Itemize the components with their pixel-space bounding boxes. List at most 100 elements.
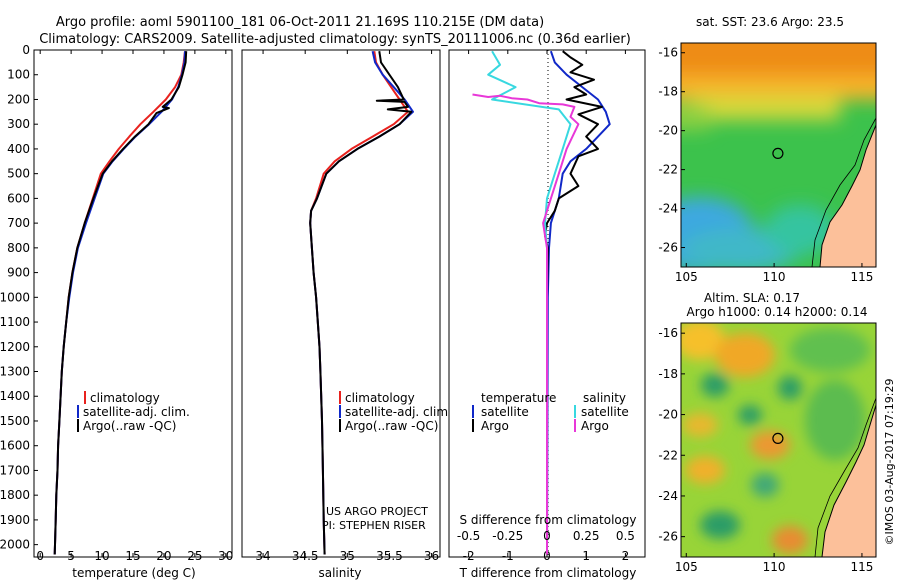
depth-tick-label: 1700 <box>0 463 30 477</box>
sla-map-field <box>681 323 876 557</box>
australia-coast <box>821 404 876 557</box>
x-tick-label: 2 <box>622 549 630 563</box>
depth-tick-label: 700 <box>7 216 30 230</box>
s-tick-label: -0.5 <box>457 529 480 543</box>
sst-map-title: sat. SST: 23.6 Argo: 23.5 <box>696 15 844 29</box>
lat-tick-label: -22 <box>658 163 678 177</box>
series-line-argo <box>309 51 413 555</box>
x-tick-label: 1 <box>582 549 590 563</box>
lon-tick-label: 115 <box>850 560 873 574</box>
lon-tick-label: 110 <box>763 270 786 284</box>
lat-tick-label: -24 <box>658 489 678 503</box>
lon-tick-label: 105 <box>675 270 698 284</box>
s-difference-label: S difference from climatology <box>460 513 637 527</box>
s-tick-label: 0.25 <box>573 529 600 543</box>
depth-tick-label: 900 <box>7 266 30 280</box>
x-tick-label: 35.5 <box>376 549 403 563</box>
s-tick-label: -0.25 <box>492 529 523 543</box>
depth-tick-label: 2000 <box>0 538 30 552</box>
depth-axis: 0 100 200 300 400 500 600 700 800 900 1000 1100 1200… <box>0 43 453 552</box>
sla-map-frame <box>680 322 877 558</box>
temperature-xlabel: temperature (deg C) <box>72 566 195 580</box>
depth-tick-label: 1800 <box>0 488 30 502</box>
lon-tick-label: 105 <box>675 560 698 574</box>
depth-tick-label: 1400 <box>0 389 30 403</box>
x-tick-label: -1 <box>502 549 514 563</box>
legend-salinity-header: salinity <box>583 391 626 405</box>
lon-tick-label: 110 <box>763 560 786 574</box>
lat-tick-label: -26 <box>658 241 678 255</box>
depth-tick-label: 500 <box>7 167 30 181</box>
legend-satellite-label: satellite-adj. clim. <box>345 405 452 419</box>
lat-tick-label: -20 <box>658 408 678 422</box>
sla-map-subtitle: Argo h1000: 0.14 h2000: 0.14 <box>687 305 868 319</box>
series-line-argo <box>53 51 188 555</box>
salinity-frame <box>241 49 441 558</box>
salinity-xlabel: salinity <box>318 566 361 580</box>
salinity-plot: 34 34.5 35 35.5 36 <box>255 50 439 563</box>
depth-tick-label: 800 <box>7 241 30 255</box>
temperature-panel: 0 100 200 300 400 500 600 700 800 900 1000 1100 1200… <box>0 43 453 580</box>
depth-tick-label: 400 <box>7 142 30 156</box>
x-tick-label: 30 <box>218 549 233 563</box>
difference-plot: -2 -1 0 1 2 <box>463 50 630 563</box>
float-position-marker <box>772 147 784 159</box>
x-tick-label: -2 <box>463 549 475 563</box>
depth-tick-label: 200 <box>7 92 30 106</box>
x-tick-label: 5 <box>67 549 75 563</box>
depth-tick-label: 300 <box>7 117 30 131</box>
lat-tick-label: -16 <box>658 326 678 340</box>
sla-map-axes: 105 110 115 -16 -18 -20 -22 -24 -26 <box>658 326 873 574</box>
header-title: Argo profile: aoml 5901100_181 06-Oct-20… <box>56 15 544 30</box>
s-tick-label: 0.5 <box>616 529 635 543</box>
depth-tick-label: 1100 <box>0 315 30 329</box>
legend-argo-label: Argo(..raw -QC) <box>345 419 438 433</box>
legend-argo-label: Argo(..raw -QC) <box>83 419 176 433</box>
legend-satellite-label: satellite-adj. clim. <box>83 405 190 419</box>
x-tick-label: 20 <box>156 549 171 563</box>
credit-pi: PI: STEPHEN RISER <box>322 519 426 532</box>
salinity-legend: climatology satellite-adj. clim. Argo(..… <box>339 391 452 433</box>
float-position-marker <box>772 432 784 444</box>
depth-tick-label: 1300 <box>0 365 30 379</box>
lat-tick-label: -18 <box>658 85 678 99</box>
lat-tick-label: -22 <box>658 448 678 462</box>
legend-s-argo-label: Argo <box>581 419 609 433</box>
depth-tick-label: 0 <box>22 43 30 57</box>
imos-watermark: ©IMOS 03-Aug-2017 07:19:29 <box>883 379 896 546</box>
difference-panel: -2 -1 0 1 2 temperature salinity satellite A… <box>448 49 646 580</box>
sst-map: sat. SST: 23.6 Argo: 23.5 105 110 115 -16 -1… <box>658 15 877 284</box>
temperature-legend: climatology satellite-adj. clim. Argo(..… <box>77 391 190 433</box>
sst-map-frame <box>680 42 877 268</box>
sla-map-title: Altim. SLA: 0.17 <box>704 291 800 305</box>
depth-tick-label: 1900 <box>0 513 30 527</box>
legend-temperature-header: temperature <box>481 391 556 405</box>
lat-tick-label: -20 <box>658 124 678 138</box>
series-line-argo-salinity <box>472 93 580 555</box>
x-tick-label: 15 <box>125 549 140 563</box>
header-climatology: Climatology: CARS2009. Satellite-adjuste… <box>39 32 631 47</box>
depth-tick-label: 1200 <box>0 340 30 354</box>
s-tick-label: 0 <box>543 529 551 543</box>
legend-climatology-label: climatology <box>90 391 160 405</box>
sst-map-axes: 105 110 115 -16 -18 -20 -22 -24 -26 <box>658 46 873 284</box>
temperature-plot: 0 5 10 15 20 25 30 <box>36 50 233 563</box>
x-tick-label: 10 <box>94 549 109 563</box>
depth-tick-label: 100 <box>7 68 30 82</box>
shelf-contour <box>814 397 876 557</box>
depth-tick-label: 1000 <box>0 290 30 304</box>
depth-tick-label: 1500 <box>0 414 30 428</box>
lat-tick-label: -26 <box>658 530 678 544</box>
depth-tick-label: 600 <box>7 191 30 205</box>
depth-tick-label: 1600 <box>0 439 30 453</box>
x-tick-label: 35 <box>340 549 355 563</box>
temperature-frame <box>33 49 233 558</box>
x-tick-label: 34.5 <box>292 549 319 563</box>
australia-coast <box>819 124 876 267</box>
salinity-panel: 34 34.5 35 35.5 36 salinity climatology sate… <box>241 49 452 580</box>
legend-s-satellite-label: satellite <box>581 405 629 419</box>
x-tick-label: 36 <box>424 549 439 563</box>
shelf-contour <box>811 117 876 267</box>
x-tick-label: 34 <box>255 549 270 563</box>
